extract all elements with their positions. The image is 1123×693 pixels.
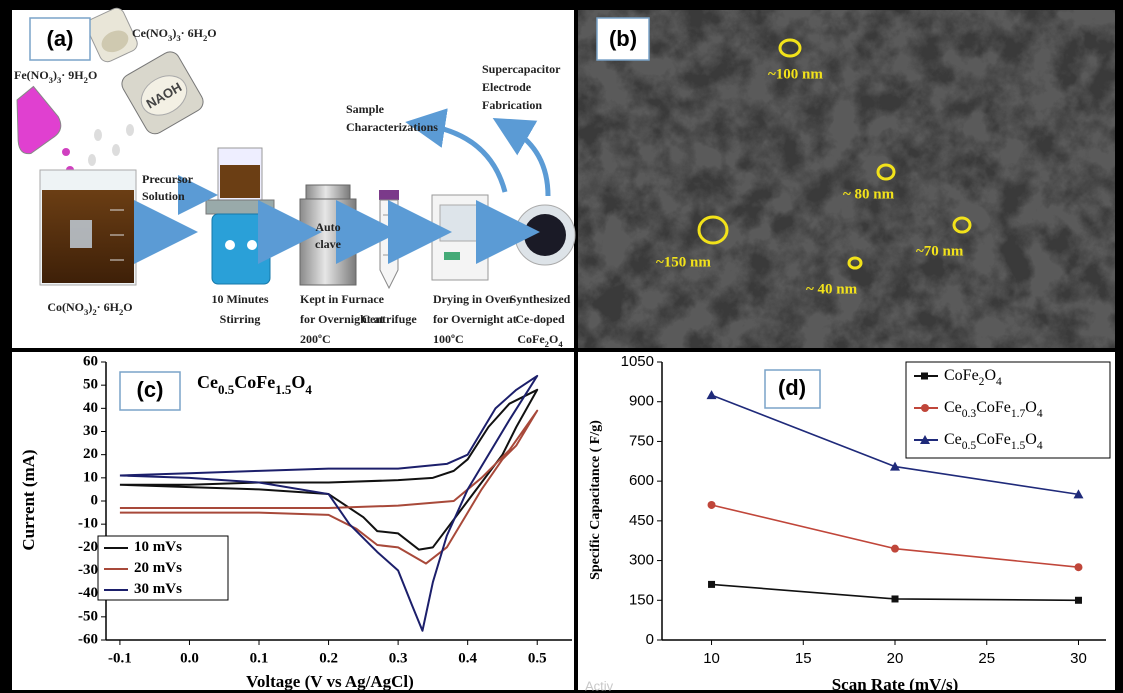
y-tick-label: 750 (629, 432, 654, 449)
size-label: ~ 80 nm (843, 186, 895, 202)
diagram-text: Fabrication (482, 98, 542, 112)
x-tick-label: 0.1 (250, 650, 269, 666)
y-tick-label: 50 (83, 377, 98, 393)
y-tick-label: -60 (78, 631, 98, 647)
x-tick-label: -0.1 (108, 650, 132, 666)
y-axis-label: Specific Capacitance ( F/g) (588, 420, 603, 580)
x-tick-label: 0.0 (180, 650, 199, 666)
diagram-text: Ce-doped (515, 312, 565, 326)
x-tick-label: 15 (795, 650, 812, 667)
y-tick-label: 0 (91, 492, 99, 508)
legend-label: 10 mVs (134, 539, 182, 555)
autoclave-label: clave (315, 237, 342, 251)
y-tick-label: 10 (83, 469, 98, 485)
diagram-text: Stirring (220, 312, 261, 326)
diagram-text: Characterizations (346, 120, 438, 134)
marker (708, 581, 715, 588)
marker (892, 595, 899, 602)
x-tick-label: 25 (978, 650, 995, 667)
legend-label: 30 mVs (134, 581, 182, 597)
product-dish (515, 205, 575, 265)
y-tick-label: 900 (629, 393, 654, 410)
diagram-text: Synthesized (510, 292, 571, 306)
legend-marker (921, 404, 929, 412)
y-tick-label: 600 (629, 472, 654, 489)
figure: NAOH (0, 0, 1123, 693)
x-axis-label: Voltage (V vs Ag/AgCl) (246, 672, 414, 691)
y-axis-label: Current (mA) (19, 449, 38, 550)
y-tick-label: -40 (78, 585, 98, 601)
y-tick-label: -50 (78, 608, 98, 624)
diagram-text: Supercapacitor (482, 62, 561, 76)
x-tick-label: 0.2 (319, 650, 338, 666)
marker (1075, 597, 1082, 604)
marker (1074, 563, 1082, 571)
x-tick-label: 20 (887, 650, 904, 667)
size-label: ~150 nm (656, 254, 711, 270)
x-tick-label: 0.5 (528, 650, 547, 666)
x-axis-label: Scan Rate (mV/s) (832, 675, 959, 693)
diagram-text: Drying in Oven (433, 292, 513, 306)
diagram-text: Centrifuge (361, 312, 417, 326)
legend-label: 20 mVs (134, 560, 182, 576)
y-tick-label: -20 (78, 539, 98, 555)
y-tick-label: 20 (83, 446, 98, 462)
diagram-text: Solution (142, 189, 185, 203)
y-tick-label: 0 (646, 631, 654, 648)
y-tick-label: 450 (629, 512, 654, 529)
legend-marker (921, 373, 928, 380)
beaker (40, 170, 136, 285)
x-tick-label: 0.4 (458, 650, 477, 666)
panel-label: (b) (609, 26, 637, 51)
panel-label: (c) (137, 377, 164, 402)
autoclave-label: Auto (315, 220, 340, 234)
y-tick-label: 1050 (621, 353, 654, 370)
diagram-text: 200ºC (300, 332, 331, 346)
y-tick-label: 60 (83, 353, 98, 369)
y-tick-label: -30 (78, 562, 98, 578)
x-tick-label: 0.3 (389, 650, 408, 666)
diagram-text: (a) (47, 26, 74, 51)
panel-a: NAOH (2, 6, 575, 349)
marker (891, 545, 899, 553)
x-tick-label: 10 (703, 650, 720, 667)
oven (432, 195, 488, 280)
diagram-text: for Overnight at (433, 312, 517, 326)
y-tick-label: 150 (629, 591, 654, 608)
size-label: ~ 40 nm (806, 281, 858, 297)
centrifuge-tube (379, 190, 399, 288)
autoclave (300, 185, 356, 285)
y-tick-label: 30 (83, 423, 98, 439)
size-label: ~70 nm (916, 243, 964, 259)
marker (708, 501, 716, 509)
diagram-text: 10 Minutes (212, 292, 269, 306)
panel-label: (d) (778, 375, 806, 400)
diagram-text: Precursor (142, 172, 194, 186)
diagram-text: Sample (346, 102, 385, 116)
panel-b: (b) ~100 nm ~ 80 nm ~150 nm ~ 40 nm ~70 nm (578, 10, 1115, 348)
size-label: ~100 nm (768, 66, 823, 82)
diagram-text: Electrode (482, 80, 532, 94)
diagram-text: 100ºC (433, 332, 464, 346)
y-tick-label: 40 (83, 400, 98, 416)
y-tick-label: -10 (78, 516, 98, 532)
diagram-text: Kept in Furnace (300, 292, 385, 306)
x-tick-label: 30 (1070, 650, 1087, 667)
watermark: Activ (585, 678, 614, 693)
y-tick-label: 300 (629, 552, 654, 569)
